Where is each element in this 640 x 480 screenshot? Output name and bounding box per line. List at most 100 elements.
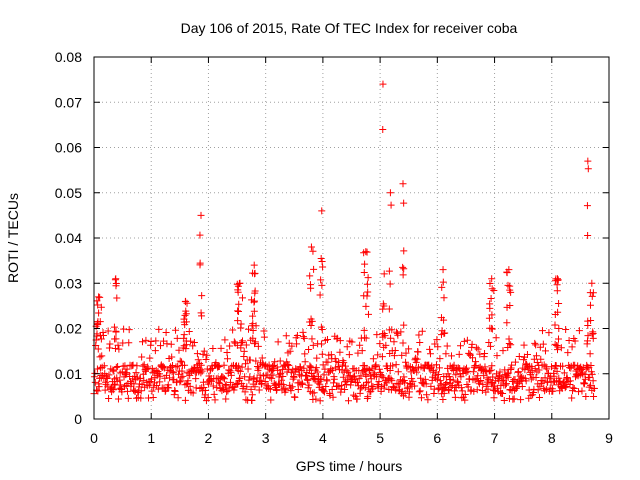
- data-point: [399, 271, 407, 279]
- data-point: [193, 350, 201, 358]
- data-point: [454, 364, 462, 372]
- data-point: [510, 395, 518, 403]
- data-point: [523, 351, 531, 359]
- data-point: [317, 340, 325, 348]
- data-point: [578, 387, 586, 395]
- data-point: [95, 383, 103, 391]
- data-point: [258, 354, 266, 362]
- data-point: [296, 363, 304, 371]
- data-point: [362, 372, 370, 380]
- data-point: [503, 319, 511, 327]
- data-point: [306, 272, 314, 280]
- data-point: [386, 280, 394, 288]
- data-point: [581, 375, 589, 383]
- data-point: [125, 339, 133, 347]
- data-point: [200, 347, 208, 355]
- data-point: [541, 347, 549, 355]
- data-point: [129, 361, 137, 369]
- data-point: [299, 333, 307, 341]
- data-point: [192, 375, 200, 383]
- data-point: [197, 211, 205, 219]
- data-point: [145, 381, 153, 389]
- data-point: [242, 341, 250, 349]
- data-point: [314, 379, 322, 387]
- data-point: [348, 338, 356, 346]
- data-point: [551, 321, 559, 329]
- data-point: [296, 371, 304, 379]
- data-point: [235, 362, 243, 370]
- x-tick-label: 0: [90, 430, 98, 446]
- y-tick-label: 0.03: [55, 275, 82, 291]
- data-point: [149, 394, 157, 402]
- data-point: [357, 385, 365, 393]
- data-point: [110, 367, 118, 375]
- data-point: [374, 351, 382, 359]
- data-point: [344, 397, 352, 405]
- data-point: [203, 351, 211, 359]
- data-point: [588, 292, 596, 300]
- data-point: [437, 380, 445, 388]
- data-point: [309, 247, 317, 255]
- data-point: [423, 391, 431, 399]
- data-point: [581, 379, 589, 387]
- data-point: [182, 307, 190, 315]
- data-point: [292, 365, 300, 373]
- data-point: [440, 294, 448, 302]
- data-point: [142, 336, 150, 344]
- data-point: [187, 337, 195, 345]
- data-point: [182, 345, 190, 353]
- data-point: [502, 380, 510, 388]
- data-point: [589, 377, 597, 385]
- data-point: [120, 382, 128, 390]
- data-point: [404, 383, 412, 391]
- data-point: [421, 375, 429, 383]
- data-point: [234, 286, 242, 294]
- data-point: [260, 333, 268, 341]
- data-point: [582, 393, 590, 401]
- data-point: [535, 366, 543, 374]
- data-point: [185, 327, 193, 335]
- data-point: [95, 309, 103, 317]
- data-point: [339, 373, 347, 381]
- data-point: [110, 323, 118, 331]
- data-point: [282, 386, 290, 394]
- data-point: [179, 372, 187, 380]
- data-point: [554, 275, 561, 283]
- data-point: [93, 365, 101, 373]
- data-point: [433, 336, 441, 344]
- y-tick-label: 0.08: [55, 49, 82, 65]
- data-point: [169, 362, 177, 370]
- data-point: [400, 247, 408, 255]
- data-point: [506, 282, 514, 290]
- data-point: [531, 365, 539, 373]
- data-point: [411, 382, 419, 390]
- data-point: [217, 344, 225, 352]
- data-point: [375, 365, 383, 373]
- data-point: [443, 378, 451, 386]
- data-point: [583, 337, 591, 345]
- x-tick-label: 3: [262, 430, 270, 446]
- data-point: [119, 339, 127, 347]
- data-point: [375, 378, 383, 386]
- data-point: [249, 269, 257, 277]
- data-point: [270, 362, 278, 370]
- data-point: [211, 396, 219, 404]
- data-point: [380, 329, 388, 337]
- data-point: [146, 354, 154, 362]
- x-tick-label: 6: [433, 430, 441, 446]
- data-point: [400, 199, 408, 207]
- data-point: [199, 350, 207, 358]
- x-tick-label: 7: [491, 430, 499, 446]
- data-point: [250, 297, 258, 305]
- data-point: [549, 387, 557, 395]
- data-point: [441, 329, 449, 337]
- data-point: [329, 379, 337, 387]
- data-point: [439, 396, 447, 404]
- data-point: [343, 343, 351, 351]
- data-point: [317, 276, 325, 284]
- data-point: [466, 375, 474, 383]
- data-point: [380, 270, 388, 278]
- data-point: [361, 260, 369, 268]
- data-point: [151, 347, 159, 355]
